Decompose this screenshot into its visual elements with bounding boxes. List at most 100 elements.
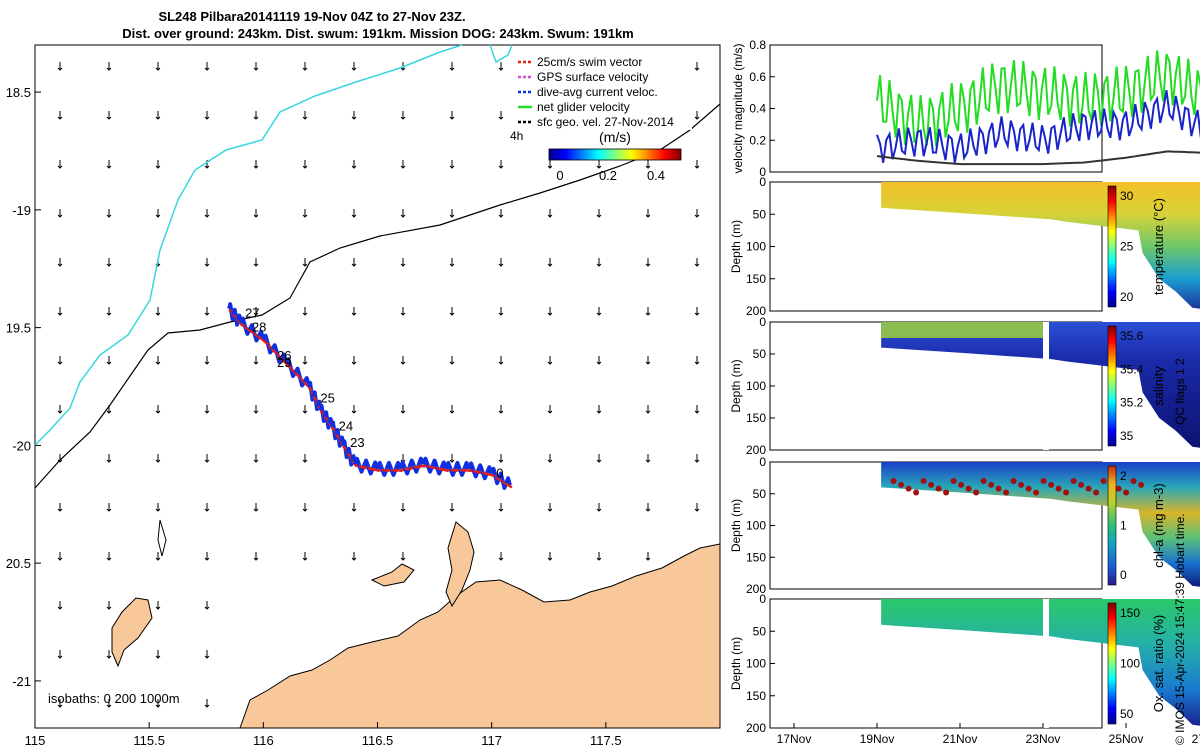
chla-max-point xyxy=(988,481,995,488)
chla-ylabel: Depth (m) xyxy=(729,499,743,552)
chla-section xyxy=(881,462,1200,587)
current-arrow xyxy=(57,307,63,316)
chla-max-point xyxy=(1115,485,1122,492)
island xyxy=(111,597,153,668)
temperature-y-tick-label: 50 xyxy=(753,207,767,221)
temperature-y-tick-label: 150 xyxy=(746,272,766,286)
chla-max-point xyxy=(920,478,927,485)
current-arrow xyxy=(449,209,455,218)
current-arrow xyxy=(57,62,63,71)
current-arrow xyxy=(204,160,210,169)
current-arrow xyxy=(302,160,308,169)
current-vector xyxy=(279,352,289,364)
current-arrow xyxy=(449,160,455,169)
current-vector xyxy=(444,460,453,470)
current-arrow xyxy=(449,258,455,267)
current-arrow xyxy=(106,209,112,218)
x-tick-label: 117.5 xyxy=(590,733,622,748)
current-arrow xyxy=(351,160,357,169)
y-tick-label: -19 xyxy=(12,203,31,218)
temperature-colorbar-label: temperature (°C) xyxy=(1151,198,1166,295)
current-arrow xyxy=(498,62,504,71)
qc-flags-text: QC flags 1 2 xyxy=(1173,358,1187,425)
chla-max-point xyxy=(1100,478,1107,485)
current-arrow xyxy=(155,699,161,708)
profile-panels: 0 0.2 0.4 0.6 0.8 velocity magnitude (m/s) 0 50… xyxy=(729,38,1200,746)
chla-max-point xyxy=(928,481,935,488)
current-arrow xyxy=(498,503,504,512)
current-arrow xyxy=(155,650,161,659)
chla-max-point xyxy=(973,489,980,496)
current-vector xyxy=(398,460,407,470)
chla-max-point xyxy=(1033,489,1040,496)
time-tick-label: 21Nov xyxy=(943,732,978,746)
current-vector xyxy=(430,458,439,468)
current-arrow xyxy=(253,209,259,218)
current-arrow xyxy=(57,405,63,414)
current-arrow xyxy=(400,209,406,218)
chla-y-tick-label: 100 xyxy=(746,519,766,533)
current-vector xyxy=(341,439,348,450)
oxygen-colorbar-tick-label: 50 xyxy=(1120,707,1134,721)
oxygen-data-gap xyxy=(1043,599,1049,728)
current-arrow xyxy=(400,111,406,120)
current-arrow xyxy=(449,454,455,463)
salinity-surface-layer xyxy=(881,322,1043,338)
current-arrow xyxy=(547,258,553,267)
current-arrow xyxy=(155,62,161,71)
current-arrow xyxy=(106,356,112,365)
isobath-200m xyxy=(34,44,513,446)
current-arrow xyxy=(547,209,553,218)
current-arrow xyxy=(302,405,308,414)
legend-label: 25cm/s swim vector xyxy=(537,55,642,69)
current-arrow xyxy=(155,454,161,463)
colorbar-tick-label: 0.4 xyxy=(647,168,665,183)
chla-max-point xyxy=(1138,481,1145,488)
current-arrow xyxy=(351,258,357,267)
current-arrow xyxy=(400,405,406,414)
current-arrow xyxy=(253,258,259,267)
current-vector xyxy=(345,446,353,457)
current-arrow xyxy=(694,111,700,120)
chla-max-point xyxy=(1055,485,1062,492)
current-vector xyxy=(293,366,302,378)
current-arrow xyxy=(449,356,455,365)
current-arrow xyxy=(351,62,357,71)
chla-y-tick-label: 150 xyxy=(746,550,766,564)
current-arrow xyxy=(498,405,504,414)
current-arrow xyxy=(204,454,210,463)
current-arrow xyxy=(596,258,602,267)
chla-max-point xyxy=(1018,481,1025,488)
current-arrow xyxy=(547,307,553,316)
temperature-colorbar-tick-label: 30 xyxy=(1120,189,1134,203)
current-arrow xyxy=(547,160,553,169)
current-vector xyxy=(231,307,238,318)
current-vector xyxy=(227,302,234,312)
salinity-y-tick-label: 0 xyxy=(759,315,766,329)
chla-max-point xyxy=(1063,489,1070,496)
copyright-text: © IMOS 15-Apr-2024 15:47:39 Hobart time. xyxy=(1173,513,1187,745)
current-arrow xyxy=(351,356,357,365)
current-arrow xyxy=(204,209,210,218)
current-arrow xyxy=(645,356,651,365)
chla-max-point xyxy=(1010,478,1017,485)
current-arrow xyxy=(498,454,504,463)
current-arrow xyxy=(57,552,63,561)
salinity-colorbar-tick-label: 35.4 xyxy=(1120,362,1144,376)
current-arrow xyxy=(253,503,259,512)
current-arrow xyxy=(596,209,602,218)
current-vector xyxy=(466,461,476,471)
current-arrow xyxy=(204,601,210,610)
current-arrow xyxy=(596,503,602,512)
current-arrow xyxy=(253,62,259,71)
temperature-y-tick-label: 0 xyxy=(759,175,766,189)
current-arrow xyxy=(57,209,63,218)
chla-max-point xyxy=(1130,478,1137,485)
current-arrow xyxy=(400,160,406,169)
current-vector xyxy=(361,458,371,468)
time-tick-label: 27Nov xyxy=(1192,732,1200,746)
current-arrow xyxy=(253,307,259,316)
current-arrow xyxy=(155,356,161,365)
current-arrow xyxy=(694,503,700,512)
